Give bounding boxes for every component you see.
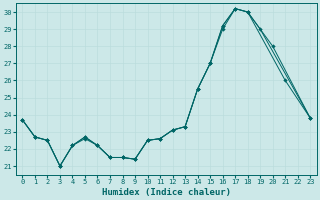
- X-axis label: Humidex (Indice chaleur): Humidex (Indice chaleur): [102, 188, 231, 197]
